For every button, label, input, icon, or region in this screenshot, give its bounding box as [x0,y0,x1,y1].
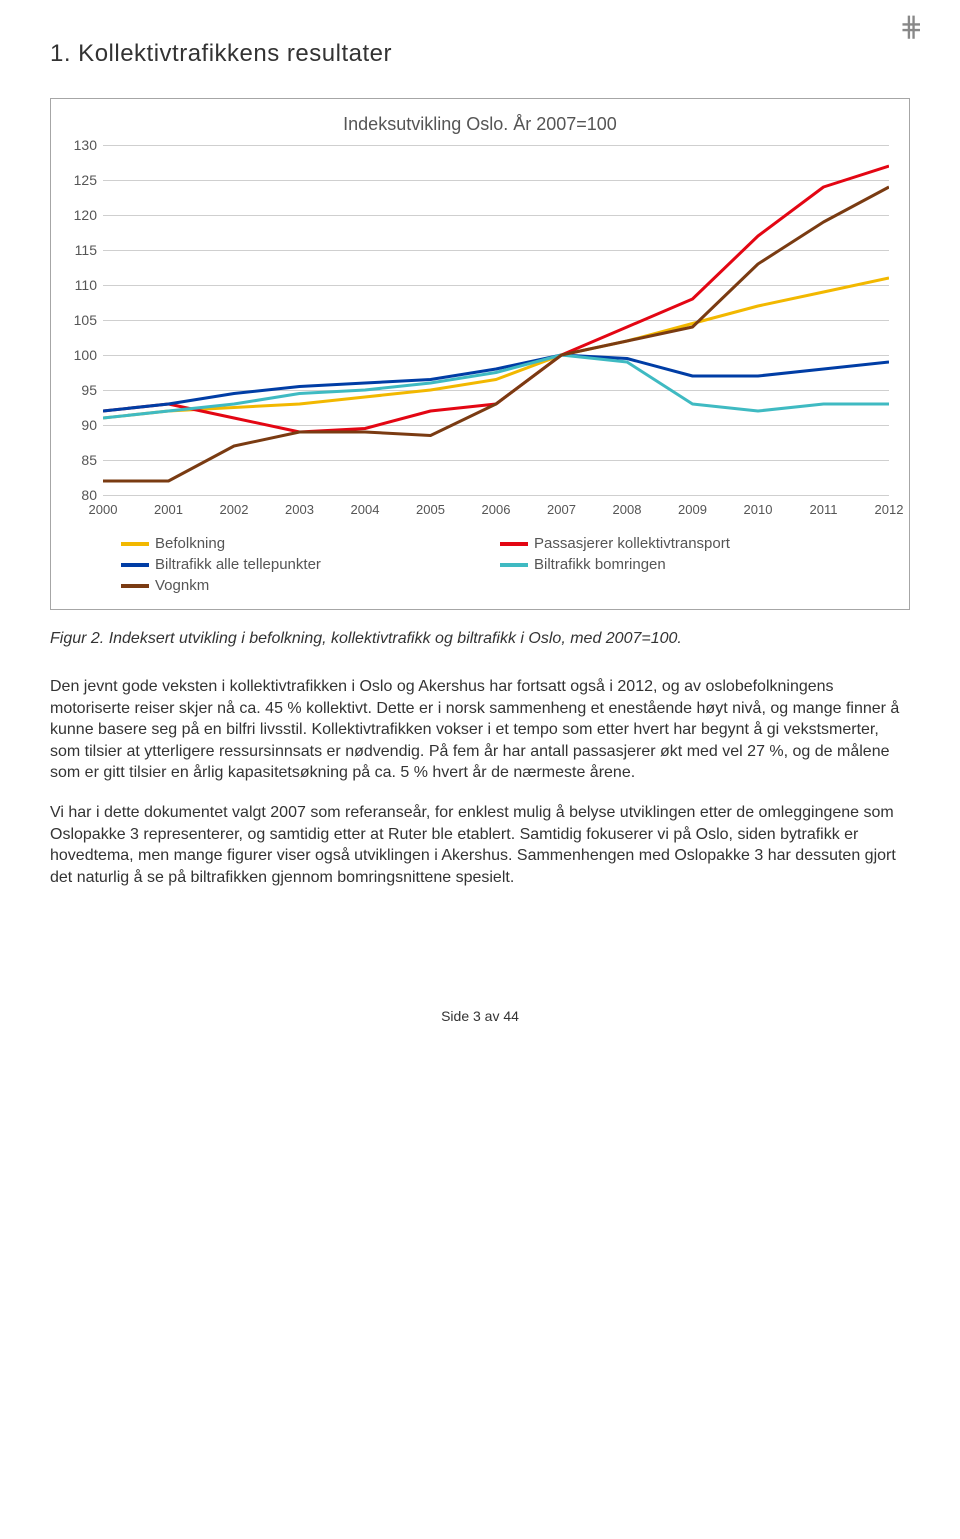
y-axis-label: 130 [61,137,97,153]
y-axis-label: 110 [61,277,97,293]
legend-label: Biltrafikk alle tellepunkter [155,556,321,573]
paragraph: Vi har i dette dokumentet valgt 2007 som… [50,802,910,888]
x-axis-label: 2002 [220,502,249,517]
legend-label: Vognkm [155,577,209,594]
legend-swatch [500,542,528,546]
legend-label: Befolkning [155,535,225,552]
x-axis-label: 2006 [482,502,511,517]
legend-item: Passasjerer kollektivtransport [500,535,859,552]
y-axis-label: 115 [61,242,97,258]
section-title: 1. Kollektivtrafikkens resultater [50,40,910,68]
x-axis-label: 2003 [285,502,314,517]
legend-swatch [121,584,149,588]
x-axis-label: 2004 [351,502,380,517]
y-axis-label: 125 [61,172,97,188]
x-axis-label: 2001 [154,502,183,517]
x-axis-label: 2009 [678,502,707,517]
chart-title: Indeksutvikling Oslo. År 2007=100 [61,114,899,135]
chart-plot: 80859095100105110115120125130 2000200120… [103,145,889,525]
legend-item: Biltrafikk alle tellepunkter [121,556,480,573]
chart-container: Indeksutvikling Oslo. År 2007=100 808590… [50,98,910,610]
legend-item: Befolkning [121,535,480,552]
y-axis-label: 100 [61,347,97,363]
y-axis-label: 85 [61,452,97,468]
legend-label: Passasjerer kollektivtransport [534,535,730,552]
y-axis-label: 80 [61,487,97,503]
x-axis-label: 2011 [810,502,838,517]
legend-swatch [121,542,149,546]
page-footer: Side 3 av 44 [50,1008,910,1024]
logo-icon: ⋕ [900,10,920,43]
chart-legend: Befolkning Passasjerer kollektivtransport… [121,535,859,594]
x-axis-label: 2005 [416,502,445,517]
legend-item: Biltrafikk bomringen [500,556,859,573]
legend-label: Biltrafikk bomringen [534,556,666,573]
x-axis-label: 2000 [89,502,118,517]
x-axis-label: 2010 [744,502,773,517]
legend-item: Vognkm [121,577,480,594]
x-axis-label: 2007 [547,502,576,517]
legend-swatch [121,563,149,567]
x-axis-label: 2012 [875,502,904,517]
y-axis-label: 120 [61,207,97,223]
y-axis-label: 105 [61,312,97,328]
figure-caption: Figur 2. Indeksert utvikling i befolknin… [50,630,910,648]
legend-swatch [500,563,528,567]
chart-series-line [103,166,889,432]
chart-series-line [103,187,889,481]
x-axis-label: 2008 [613,502,642,517]
paragraph: Den jevnt gode veksten i kollektivtrafik… [50,676,910,784]
y-axis-label: 90 [61,417,97,433]
y-axis-label: 95 [61,382,97,398]
